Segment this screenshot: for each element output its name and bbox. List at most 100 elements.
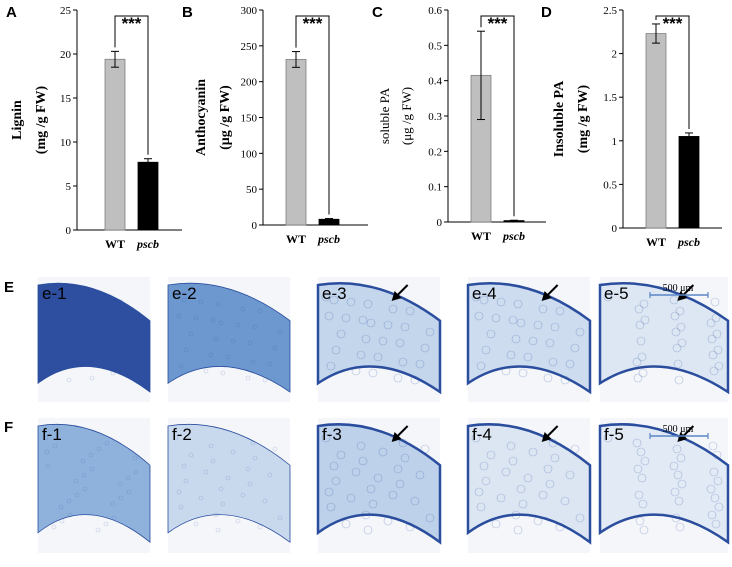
y-tick-label: 0.5: [428, 40, 442, 52]
cell: [501, 366, 511, 376]
micrograph-e-1: e-1: [37, 277, 151, 402]
cell: [513, 299, 523, 309]
cell: [538, 304, 548, 314]
cell: [543, 464, 553, 474]
cell: [176, 489, 182, 495]
cell: [400, 322, 410, 332]
cell: [95, 527, 101, 533]
cell: [640, 456, 650, 466]
cell: [215, 301, 221, 307]
cell: [111, 515, 117, 521]
cell: [73, 478, 79, 484]
cell: [88, 331, 94, 337]
cell: [126, 313, 132, 319]
cell: [213, 512, 219, 518]
cell: [277, 515, 283, 521]
cell: [66, 377, 72, 383]
panel-label: A: [6, 4, 17, 21]
cell: [560, 496, 570, 506]
cell: [272, 345, 278, 351]
category-label: pscb: [677, 235, 700, 249]
cell: [496, 493, 506, 503]
y-tick-label: 0: [612, 223, 618, 235]
cell: [183, 478, 189, 484]
cell: [341, 519, 351, 529]
cell: [528, 336, 538, 346]
cell: [81, 361, 87, 367]
cell: [358, 315, 368, 325]
cell: [476, 361, 486, 371]
y-tick-label: 200: [241, 77, 258, 89]
cell: [252, 324, 258, 330]
cell: [210, 458, 216, 464]
cell: [479, 295, 489, 305]
y-tick-label: 0.3: [428, 111, 442, 123]
cell: [570, 444, 580, 454]
cell: [346, 493, 356, 503]
y-tick-label: 250: [241, 41, 258, 53]
cell: [711, 519, 721, 529]
y-tick-label: 150: [241, 113, 258, 125]
y-tick-label: 0.5: [603, 179, 617, 191]
cell: [632, 357, 642, 367]
category-label: pscb: [317, 232, 340, 246]
cell: [118, 495, 124, 501]
cell: [425, 513, 435, 523]
cell: [110, 370, 116, 376]
cell: [66, 498, 72, 504]
cell: [321, 292, 331, 302]
cell: [506, 350, 516, 360]
cell: [373, 473, 383, 483]
cell: [714, 361, 724, 371]
cell: [707, 510, 717, 520]
cell: [395, 338, 405, 348]
cell: [132, 455, 138, 461]
y-tick-label: 1: [612, 136, 618, 148]
cell: [173, 435, 179, 441]
panel-label: F: [4, 419, 13, 436]
cell: [636, 447, 646, 457]
cell: [420, 444, 430, 454]
cell: [373, 352, 383, 362]
cell: [555, 306, 565, 316]
cell: [44, 449, 50, 455]
cell: [425, 327, 435, 337]
cell: [603, 433, 613, 443]
y-axis-unit: (mg /g FW): [576, 84, 591, 153]
y-tick-label: 5: [66, 181, 72, 193]
cell: [633, 464, 643, 474]
micrograph-e-4: e-4: [466, 277, 592, 402]
cell: [247, 340, 253, 346]
cell: [213, 336, 219, 342]
cell: [675, 306, 685, 316]
cell: [479, 461, 489, 471]
tissue-section: [598, 281, 730, 395]
micrograph-label: e-5: [604, 284, 629, 303]
cell: [550, 322, 560, 332]
cell: [710, 297, 720, 307]
cell: [501, 467, 511, 477]
cell: [358, 456, 368, 466]
cell: [672, 343, 682, 353]
cell: [267, 361, 273, 367]
cell: [240, 306, 246, 312]
micrograph-f-4: f-4: [466, 418, 592, 553]
cell: [326, 502, 336, 512]
cell: [378, 336, 388, 346]
cell: [523, 352, 533, 362]
cell: [326, 361, 336, 371]
cell: [368, 368, 378, 378]
cell: [132, 324, 138, 330]
cell: [486, 450, 496, 460]
y-tick-label: 300: [241, 5, 258, 17]
cell: [677, 338, 687, 348]
cell: [346, 297, 356, 307]
cell: [111, 329, 117, 335]
significance-stars: ***: [663, 14, 683, 33]
cell: [398, 357, 408, 367]
category-label: WT: [471, 229, 491, 243]
cell: [603, 292, 613, 302]
